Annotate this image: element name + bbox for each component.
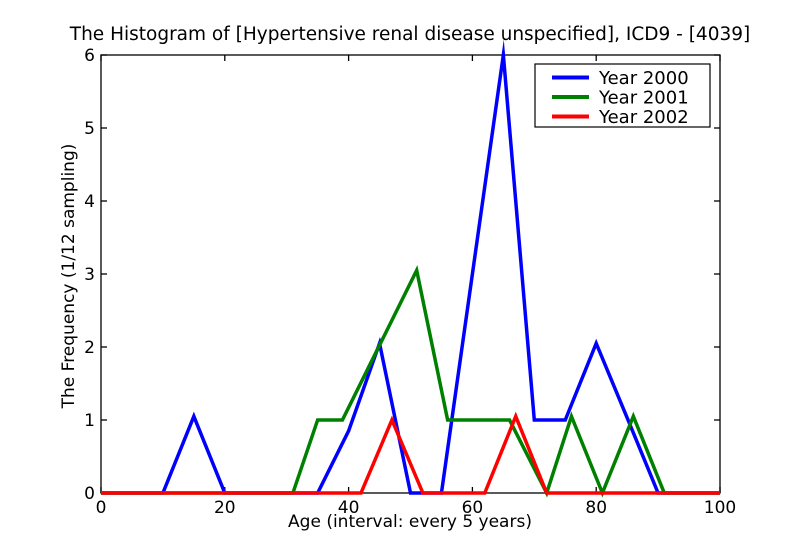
series-line-year-2001	[101, 265, 720, 498]
series-line-year-2002	[101, 411, 720, 495]
x-tick-label: 0	[96, 498, 107, 518]
legend-item-year-2000: Year 2000	[552, 68, 689, 89]
x-tick-label: 40	[338, 498, 360, 518]
series-line-year-2000	[101, 39, 720, 495]
chart-title: The Histogram of [Hypertensive renal dis…	[69, 24, 751, 45]
y-tick-label: 2	[84, 338, 95, 358]
y-tick-label: 3	[84, 265, 95, 285]
y-tick-label: 6	[84, 46, 95, 66]
legend-label: Year 2002	[598, 107, 689, 128]
y-tick-label: 1	[84, 411, 95, 431]
x-axis-label: Age (interval: every 5 years)	[288, 512, 532, 532]
legend-label: Year 2001	[598, 88, 689, 109]
y-tick-label: 0	[84, 484, 95, 504]
x-tick-label: 80	[585, 498, 607, 518]
x-axis-ticks: 0 20 40 60 80 100	[96, 55, 736, 518]
x-tick-label: 100	[704, 498, 736, 518]
legend-label: Year 2000	[598, 68, 689, 89]
y-tick-label: 4	[84, 192, 95, 212]
y-axis-label: The Frequency (1/12 sampling)	[59, 143, 79, 409]
legend-item-year-2001: Year 2001	[552, 88, 689, 109]
x-tick-label: 60	[462, 498, 484, 518]
x-tick-label: 20	[214, 498, 236, 518]
legend-item-year-2002: Year 2002	[552, 107, 689, 128]
y-tick-label: 5	[84, 119, 95, 139]
